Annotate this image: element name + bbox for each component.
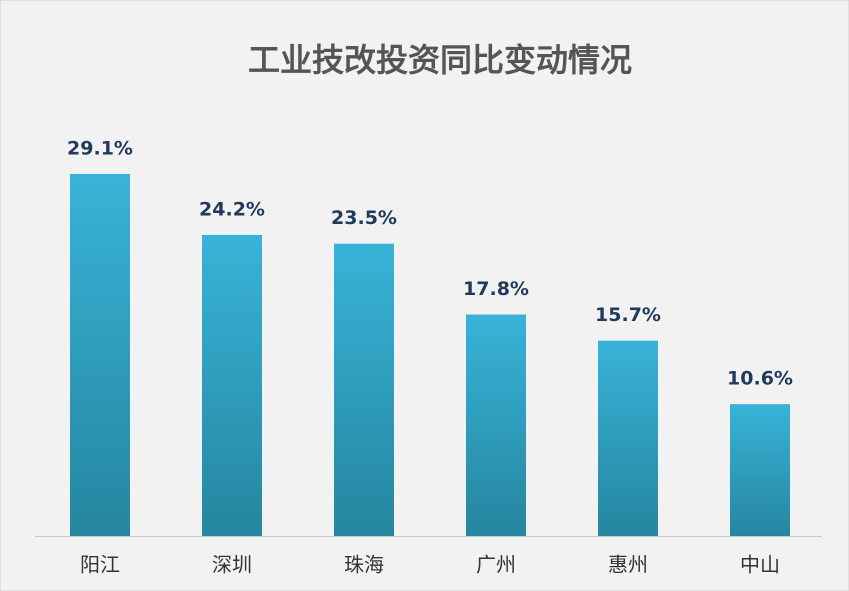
bar: [598, 340, 658, 536]
bar: [70, 174, 130, 536]
bar: [466, 314, 526, 536]
chart-title: 工业技改投资同比变动情况: [248, 41, 632, 79]
value-label: 29.1%: [67, 138, 133, 160]
value-label: 10.6%: [727, 368, 793, 390]
value-label: 24.2%: [199, 198, 265, 220]
bar: [202, 234, 262, 536]
x-tick-label: 中山: [740, 553, 780, 577]
x-tick-label: 广州: [476, 553, 516, 577]
x-tick-label: 阳江: [80, 553, 120, 577]
value-label: 23.5%: [331, 207, 397, 229]
x-tick-label: 深圳: [212, 553, 252, 577]
x-tick-label: 惠州: [608, 553, 648, 577]
bar: [334, 243, 394, 537]
bar: [730, 404, 790, 536]
x-tick-label: 珠海: [344, 553, 384, 577]
value-label: 15.7%: [595, 304, 661, 326]
value-label: 17.8%: [463, 278, 529, 300]
